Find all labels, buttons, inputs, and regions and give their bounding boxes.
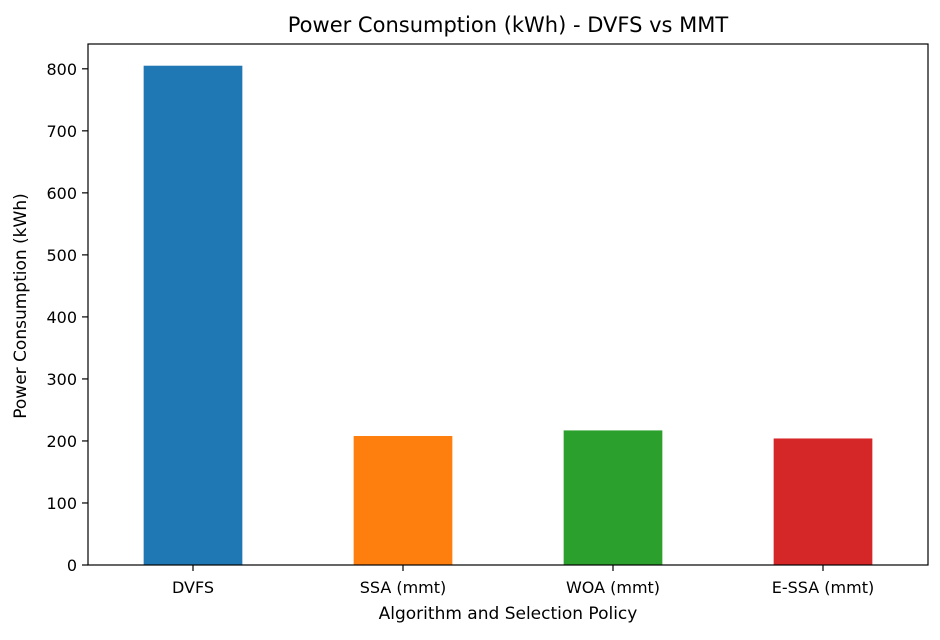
plot-area: 0 100 200 300 400 500 600 700 800 DVFS SSA (mmt) WO… [46,43,929,597]
x-tick-label: SSA (mmt) [360,578,447,597]
y-tick-label: 500 [46,246,77,265]
y-tick-label: 400 [46,308,77,327]
x-tick-label: DVFS [172,578,214,597]
x-tick-label: WOA (mmt) [566,578,660,597]
bar-e-ssa-mmt [773,438,873,565]
x-tick-label: E-SSA (mmt) [772,578,874,597]
chart-title: Power Consumption (kWh) - DVFS vs MMT [288,13,729,37]
bar-woa-mmt [563,430,663,565]
y-tick-label: 100 [46,494,77,513]
plot-frame [87,43,929,566]
y-axis-label: Power Consumption (kWh) [11,193,31,419]
y-tick-label: 700 [46,122,77,141]
bar-ssa-mmt [353,435,453,565]
y-tick-label: 300 [46,370,77,389]
y-tick-label: 800 [46,60,77,79]
y-tick-label: 200 [46,432,77,451]
x-axis-label: Algorithm and Selection Policy [379,604,638,624]
y-tick-label: 0 [67,556,77,575]
y-tick-label: 600 [46,184,77,203]
bar-dvfs [143,65,243,565]
